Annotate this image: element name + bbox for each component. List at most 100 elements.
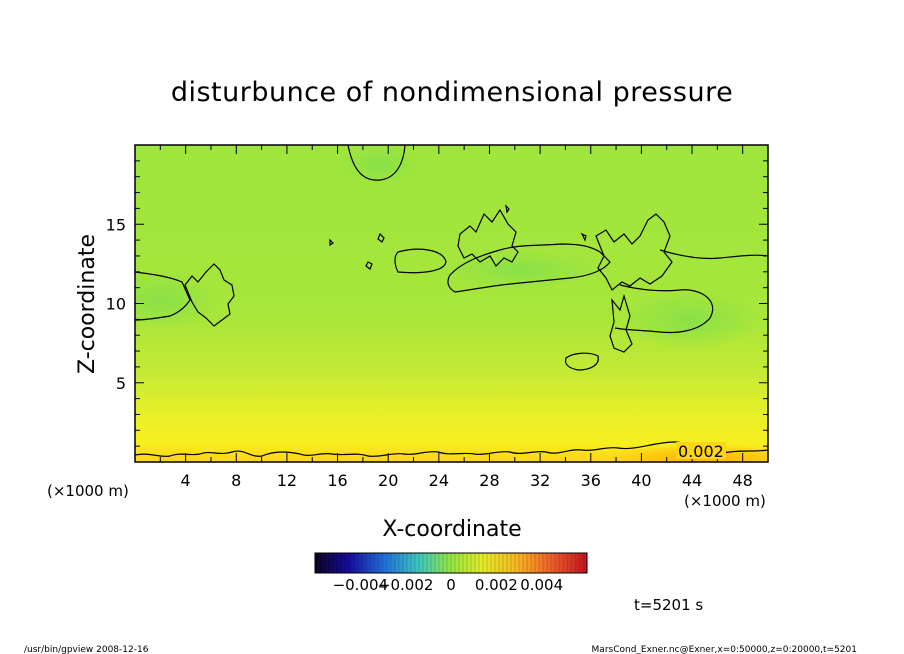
contour-scatter-4 <box>505 204 510 214</box>
time-label: t=5201 s <box>634 596 703 614</box>
colorbar-tick-label: 0 <box>446 576 456 594</box>
contour-scatter-1 <box>377 232 385 243</box>
x-tick-label: 32 <box>530 471 550 490</box>
colorbar-segment <box>491 553 496 573</box>
contour-right-lower-blob <box>609 293 633 353</box>
colorbar-segment <box>371 553 376 573</box>
y-tick-label: 15 <box>106 215 126 234</box>
colorbar-segment <box>511 553 516 573</box>
colorbar-segment <box>555 553 560 573</box>
colorbar-segment <box>343 553 348 573</box>
x-axis-label: X-coordinate <box>382 517 521 542</box>
colorbar-segment <box>487 553 492 573</box>
colorbar-segment <box>403 553 408 573</box>
contour-scatter-3 <box>329 238 334 247</box>
colorbar-segment <box>455 553 460 573</box>
x-axis-unit-left: (×1000 m) <box>47 482 129 500</box>
y-axis-label: Z-coordinate <box>75 234 100 374</box>
colorbar-ticks: −0.004−0.002 0 0.002 0.004 <box>333 576 564 594</box>
field-patch-top <box>340 145 420 185</box>
x-tick-label: 24 <box>429 471 449 490</box>
colorbar-segment <box>515 553 520 573</box>
colorbar-segment <box>419 553 424 573</box>
contour-label-bg <box>676 442 726 459</box>
colorbar-segment <box>463 553 468 573</box>
colorbar-segment <box>531 553 536 573</box>
contour-top <box>347 145 406 181</box>
colorbar-segment <box>355 553 360 573</box>
y-tick-label: 5 <box>116 374 126 393</box>
x-tick-label: 12 <box>277 471 297 490</box>
colorbar-segment <box>331 553 336 573</box>
contour-scatter-2 <box>365 261 373 270</box>
x-tick-label: 4 <box>181 471 191 490</box>
x-axis-ticks: 4 8 12 16 20 24 28 32 36 40 44 48 <box>159 145 753 490</box>
colorbar-frame <box>314 552 588 574</box>
colorbar-segment <box>571 553 576 573</box>
colorbar-segment <box>339 553 344 573</box>
y-tick-label: 10 <box>106 295 126 314</box>
contour-label-group: 0.002 <box>676 442 726 461</box>
contour-right-band <box>614 284 714 334</box>
colorbar-segment <box>399 553 404 573</box>
colorbar-segment <box>415 553 420 573</box>
colorbar-segment <box>411 553 416 573</box>
contour-mid-blob <box>457 208 519 267</box>
colorbar-tick-label: 0.002 <box>475 576 518 594</box>
x-tick-label: 20 <box>378 471 398 490</box>
colorbar-segment <box>495 553 500 573</box>
field-patch-mid <box>440 250 600 290</box>
field-patch-right <box>620 290 760 350</box>
colorbar-segment <box>407 553 412 573</box>
contour-right-upper <box>659 249 768 260</box>
colorbar-segment <box>507 553 512 573</box>
colorbar-segment <box>479 553 484 573</box>
colorbar-tick-label: −0.004 <box>333 576 389 594</box>
colorbar-segment <box>423 553 428 573</box>
colorbar-segment <box>559 553 564 573</box>
footer-right: MarsCond_Exner.nc@Exner,x=0:50000,z=0:20… <box>592 645 857 654</box>
colorbar-segment <box>527 553 532 573</box>
colorbar-segment <box>439 553 444 573</box>
colorbar-tick-label: −0.002 <box>378 576 434 594</box>
colorbar-segment <box>523 553 528 573</box>
colorbar <box>314 553 588 573</box>
colorbar-segment <box>391 553 396 573</box>
chart-title: disturbunce of nondimensional pressure <box>171 77 733 108</box>
contour-label: 0.002 <box>678 442 724 461</box>
colorbar-segment <box>435 553 440 573</box>
field-patch-left <box>135 270 220 330</box>
x-tick-label: 28 <box>479 471 499 490</box>
x-tick-label: 36 <box>581 471 601 490</box>
colorbar-segment <box>547 553 552 573</box>
colorbar-segment <box>319 553 324 573</box>
colorbar-segment <box>375 553 380 573</box>
colorbar-segment <box>323 553 328 573</box>
colorbar-tick-label: 0.004 <box>520 576 563 594</box>
x-tick-label: 44 <box>682 471 702 490</box>
colorbar-segment <box>431 553 436 573</box>
field-area <box>135 145 768 462</box>
colorbar-segment <box>539 553 544 573</box>
colorbar-segment <box>467 553 472 573</box>
colorbar-segment <box>447 553 452 573</box>
colorbar-segment <box>499 553 504 573</box>
colorbar-segment <box>503 553 508 573</box>
colorbar-segment <box>427 553 432 573</box>
contour-left-blob <box>184 263 235 327</box>
contour-mid-band <box>447 243 611 293</box>
colorbar-segment <box>543 553 548 573</box>
footer-left: /usr/bin/gpview 2008-12-16 <box>24 645 149 654</box>
colorbar-segment <box>387 553 392 573</box>
contour-scatter-5 <box>580 232 587 242</box>
x-tick-label: 8 <box>231 471 241 490</box>
colorbar-segment <box>563 553 568 573</box>
contour-small-ellipse <box>564 352 599 371</box>
x-tick-label: 16 <box>327 471 347 490</box>
contour-left-band <box>135 271 191 321</box>
contour-lines <box>135 145 768 458</box>
colorbar-segment <box>579 553 584 573</box>
colorbar-segment <box>315 553 320 573</box>
colorbar-segment <box>451 553 456 573</box>
